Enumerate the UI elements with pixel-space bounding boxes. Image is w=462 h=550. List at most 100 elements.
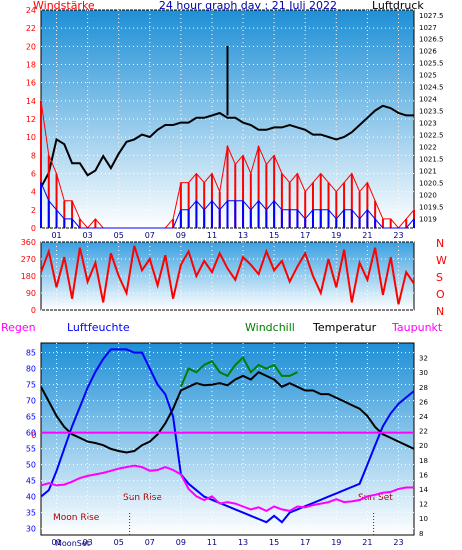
left-axis-tick-label: 2	[31, 206, 36, 215]
right-axis-tick-label: 8	[419, 530, 423, 538]
sun-set-label: Sun Set	[358, 493, 393, 503]
right-axis-tick-label: 1026	[419, 48, 437, 56]
x-hour-label: 07	[145, 231, 155, 240]
series-line	[40, 245, 415, 305]
right-axis-tick-label: 1020.5	[419, 179, 444, 187]
right-axis-tick-label: 30	[419, 369, 428, 377]
left-axis-tick-label: 20	[26, 42, 36, 51]
left-axis-tick-label: 14	[26, 97, 36, 106]
x-hour-label: 03	[83, 231, 93, 240]
x-hour-label: 13	[238, 538, 248, 547]
right-axis-tick-label: 16	[419, 471, 428, 479]
left-axis-tick-label: 0	[31, 306, 36, 315]
left-axis-tick-label: 85	[26, 349, 36, 358]
legend-windchill: Windchill	[245, 321, 295, 334]
left-axis-tick-label: 45	[26, 477, 36, 486]
x-hour-label: 01	[51, 538, 61, 547]
x-hour-label: 23	[393, 538, 403, 547]
right-axis-tick-label: 1024.5	[419, 84, 444, 92]
x-hour-label: 03	[83, 538, 93, 547]
x-hour-label: 01	[51, 231, 61, 240]
right-axis-tick-label: 10	[419, 515, 428, 523]
direction-label: N	[436, 237, 444, 250]
x-hour-label: 23	[393, 231, 403, 240]
x-hour-label: 17	[300, 538, 310, 547]
left-axis-tick-label: 35	[26, 509, 36, 518]
right-axis-tick-label: 1023	[419, 120, 437, 128]
right-axis-tick-label: 1025	[419, 72, 437, 80]
direction-label: S	[436, 271, 443, 284]
left-axis-tick-label: 40	[26, 493, 36, 502]
left-axis-tick-label: 55	[26, 445, 36, 454]
x-hour-label: 21	[362, 231, 372, 240]
header-right-label: Luftdruck	[372, 0, 424, 12]
x-hour-label: 11	[207, 231, 217, 240]
wind-series-line	[40, 182, 415, 229]
header-left-label: Windstärke	[33, 0, 95, 12]
right-axis-tick-label: 1020	[419, 191, 437, 199]
header-title: 24 hour graph day : 21 Juli 2022	[159, 0, 337, 12]
left-axis-tick-label: 90	[26, 289, 36, 298]
right-axis-tick-label: 32	[419, 355, 428, 363]
right-axis-tick-label: 1019	[419, 215, 437, 223]
left-axis-tick-label: 180	[21, 272, 36, 281]
x-hour-label: 17	[300, 231, 310, 240]
left-axis-tick-label: 24	[26, 6, 36, 15]
x-hour-label: 09	[176, 538, 186, 547]
right-axis-tick-label: 20	[419, 442, 428, 450]
direction-label: W	[436, 254, 447, 267]
right-axis-tick-label: 1019.5	[419, 203, 444, 211]
right-axis-tick-label: 1025.5	[419, 60, 444, 68]
x-hour-label: 15	[269, 538, 279, 547]
series-line	[40, 464, 414, 513]
right-axis-tick-label: 14	[419, 486, 428, 494]
right-axis-tick-label: 1022	[419, 144, 437, 152]
right-axis-tick-label: 26	[419, 398, 428, 406]
direction-label: O	[436, 288, 445, 301]
panel-wind-direction	[40, 241, 415, 311]
zero-label: 0	[31, 431, 37, 441]
direction-label: N	[436, 305, 444, 318]
x-hour-label: 07	[145, 538, 155, 547]
x-hour-label: 09	[176, 231, 186, 240]
left-axis-tick-label: 60	[26, 429, 36, 438]
left-axis-tick-label: 10	[26, 133, 36, 142]
right-axis-tick-label: 18	[419, 457, 428, 465]
x-hour-label: 21	[362, 538, 372, 547]
left-axis-tick-label: 22	[26, 24, 36, 33]
series-layer	[40, 45, 415, 535]
left-axis-tick-label: 70	[26, 397, 36, 406]
left-axis-tick-label: 270	[21, 255, 36, 264]
legend-taupunkt: Taupunkt	[391, 321, 443, 334]
x-hour-label: 11	[207, 538, 217, 547]
left-axis-tick-label: 16	[26, 79, 36, 88]
legend-luftfeuchte: Luftfeuchte	[67, 321, 130, 334]
moon-rise-label: Moon Rise	[53, 513, 100, 523]
right-axis-tick-label: 22	[419, 428, 428, 436]
series-line	[40, 104, 414, 188]
legend-temperatur: Temperatur	[312, 321, 377, 334]
right-axis-tick-label: 1027.5	[419, 12, 444, 20]
left-axis-tick-label: 50	[26, 461, 36, 470]
right-axis-tick-label: 1027	[419, 24, 437, 32]
left-axis-tick-label: 0	[31, 224, 36, 233]
x-hour-label: 15	[269, 231, 279, 240]
x-hour-label: 05	[114, 538, 124, 547]
right-axis-tick-label: 1021.5	[419, 156, 444, 164]
legend-regen: Regen	[1, 321, 36, 334]
left-axis-tick-label: 65	[26, 413, 36, 422]
moon-set-label: MoonSet	[55, 539, 90, 548]
sun-rise-label: Sun Rise	[123, 493, 162, 503]
x-hour-label: 05	[114, 231, 124, 240]
left-axis-tick-label: 360	[21, 238, 36, 247]
right-axis-tick-label: 1024	[419, 96, 437, 104]
left-axis-tick-label: 4	[31, 188, 36, 197]
x-hour-label: 19	[331, 231, 341, 240]
right-axis-tick-label: 1023.5	[419, 108, 444, 116]
right-axis-tick-label: 28	[419, 384, 428, 392]
left-axis-tick-label: 18	[26, 61, 36, 70]
series-line	[179, 355, 298, 388]
right-axis-tick-label: 12	[419, 501, 428, 509]
